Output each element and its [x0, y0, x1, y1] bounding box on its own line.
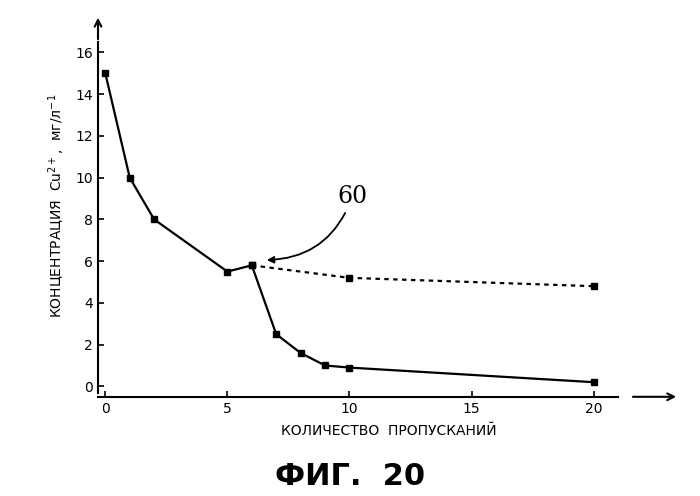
Y-axis label: КОНЦЕНТРАЦИЯ  Cu$^{2+}$,  мг/л$^{-1}$: КОНЦЕНТРАЦИЯ Cu$^{2+}$, мг/л$^{-1}$ [46, 94, 67, 318]
X-axis label: КОЛИЧЕСТВО  ПРОПУСКАНИЙ: КОЛИЧЕСТВО ПРОПУСКАНИЙ [281, 424, 496, 438]
Text: ФИГ.  20: ФИГ. 20 [275, 462, 425, 491]
Text: 60: 60 [269, 185, 368, 262]
